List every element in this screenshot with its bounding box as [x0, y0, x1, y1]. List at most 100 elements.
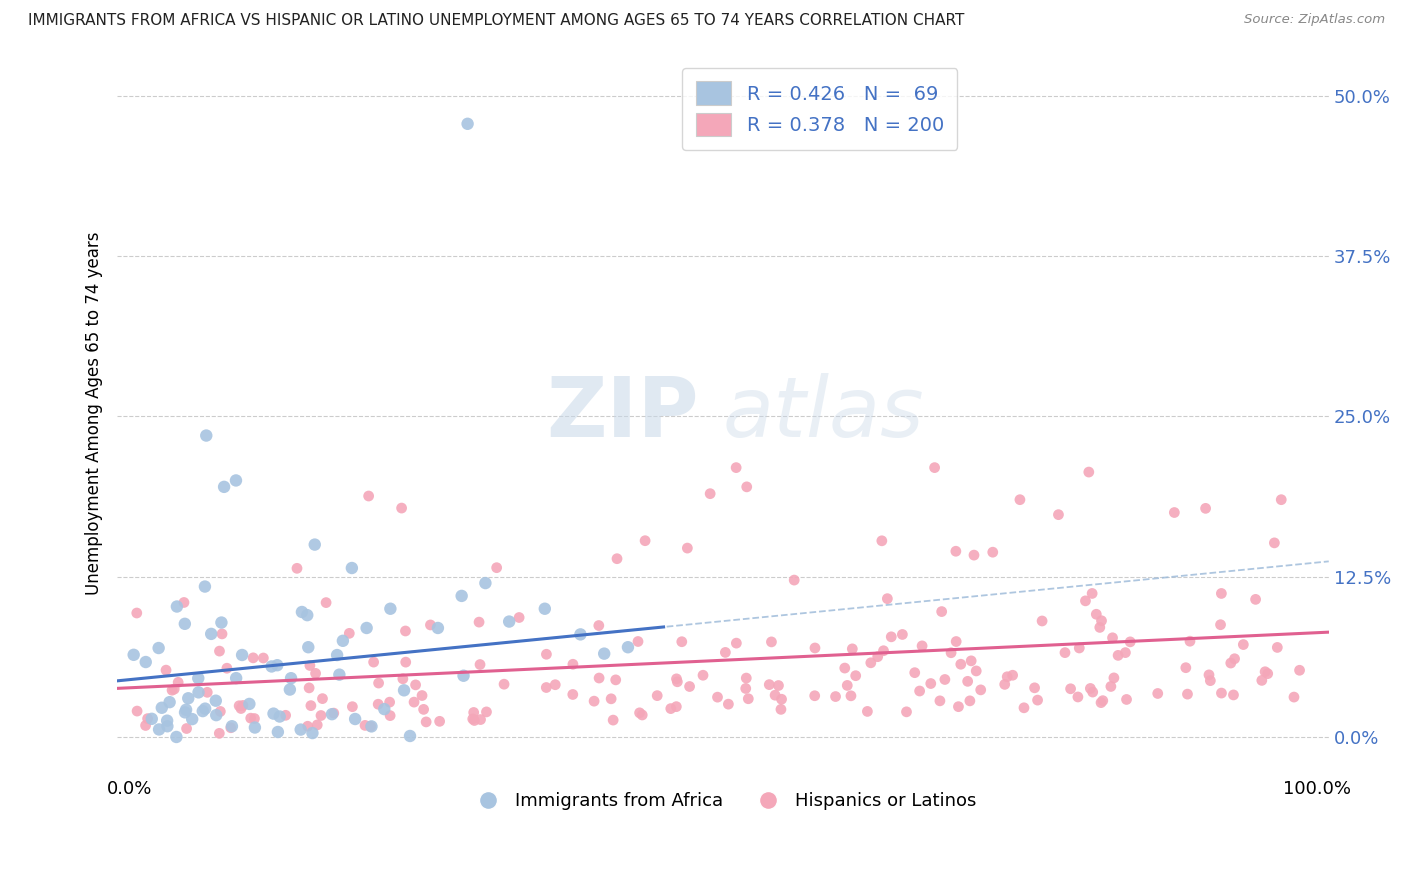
Point	[1069, 640, 1091, 655]
Point	[354, 718, 377, 732]
Point	[1146, 686, 1168, 700]
Point	[301, 726, 323, 740]
Point	[676, 541, 699, 555]
Point	[494, 677, 516, 691]
Point	[125, 606, 148, 620]
Point	[356, 621, 378, 635]
Point	[866, 649, 889, 664]
Point	[461, 712, 484, 726]
Point	[1209, 617, 1232, 632]
Point	[605, 673, 627, 687]
Point	[725, 460, 748, 475]
Point	[155, 663, 177, 677]
Point	[981, 545, 1004, 559]
Point	[1102, 671, 1125, 685]
Point	[373, 702, 395, 716]
Point	[429, 714, 451, 729]
Point	[148, 723, 170, 737]
Point	[824, 690, 846, 704]
Point	[536, 681, 558, 695]
Point	[391, 501, 413, 516]
Point	[1085, 607, 1108, 622]
Point	[426, 621, 449, 635]
Point	[665, 672, 688, 686]
Point	[209, 615, 232, 630]
Text: IMMIGRANTS FROM AFRICA VS HISPANIC OR LATINO UNEMPLOYMENT AMONG AGES 65 TO 74 YE: IMMIGRANTS FROM AFRICA VS HISPANIC OR LA…	[28, 13, 965, 29]
Point	[191, 704, 214, 718]
Point	[485, 560, 508, 574]
Point	[260, 659, 283, 673]
Point	[1254, 665, 1277, 679]
Point	[411, 689, 433, 703]
Point	[911, 639, 934, 653]
Point	[205, 708, 228, 723]
Point	[208, 644, 231, 658]
Point	[342, 699, 364, 714]
Point	[457, 117, 479, 131]
Point	[1199, 673, 1222, 688]
Point	[204, 694, 226, 708]
Point	[221, 719, 243, 733]
Point	[628, 706, 651, 720]
Point	[160, 683, 183, 698]
Point	[156, 714, 179, 728]
Point	[166, 599, 188, 614]
Point	[870, 533, 893, 548]
Point	[634, 533, 657, 548]
Point	[136, 712, 159, 726]
Point	[176, 722, 198, 736]
Point	[212, 480, 235, 494]
Point	[228, 698, 250, 713]
Point	[859, 656, 882, 670]
Point	[1107, 648, 1129, 663]
Point	[498, 615, 520, 629]
Point	[1222, 688, 1244, 702]
Point	[127, 704, 149, 718]
Point	[924, 460, 946, 475]
Point	[929, 694, 952, 708]
Point	[394, 624, 416, 638]
Y-axis label: Unemployment Among Ages 65 to 74 years: Unemployment Among Ages 65 to 74 years	[86, 231, 103, 595]
Text: atlas: atlas	[723, 373, 925, 454]
Point	[714, 645, 737, 659]
Point	[267, 725, 290, 739]
Point	[141, 712, 163, 726]
Point	[1059, 681, 1081, 696]
Point	[252, 651, 274, 665]
Point	[378, 708, 401, 723]
Point	[194, 701, 217, 715]
Point	[804, 640, 827, 655]
Point	[285, 561, 308, 575]
Point	[269, 709, 291, 723]
Point	[959, 694, 981, 708]
Point	[298, 681, 321, 695]
Point	[165, 730, 187, 744]
Point	[956, 674, 979, 689]
Point	[904, 665, 927, 680]
Point	[891, 627, 914, 641]
Point	[678, 680, 700, 694]
Point	[392, 683, 415, 698]
Point	[1080, 681, 1102, 696]
Point	[1223, 652, 1246, 666]
Point	[326, 648, 349, 662]
Text: ZIP: ZIP	[547, 373, 699, 454]
Point	[1115, 692, 1137, 706]
Point	[321, 707, 343, 722]
Point	[1250, 673, 1272, 688]
Point	[1194, 501, 1216, 516]
Point	[297, 608, 319, 623]
Point	[470, 713, 492, 727]
Point	[332, 633, 354, 648]
Point	[266, 658, 288, 673]
Point	[307, 718, 329, 732]
Point	[735, 671, 758, 685]
Point	[378, 695, 401, 709]
Point	[761, 635, 783, 649]
Point	[602, 713, 624, 727]
Point	[841, 641, 863, 656]
Point	[163, 682, 186, 697]
Point	[931, 605, 953, 619]
Point	[1114, 646, 1136, 660]
Point	[315, 596, 337, 610]
